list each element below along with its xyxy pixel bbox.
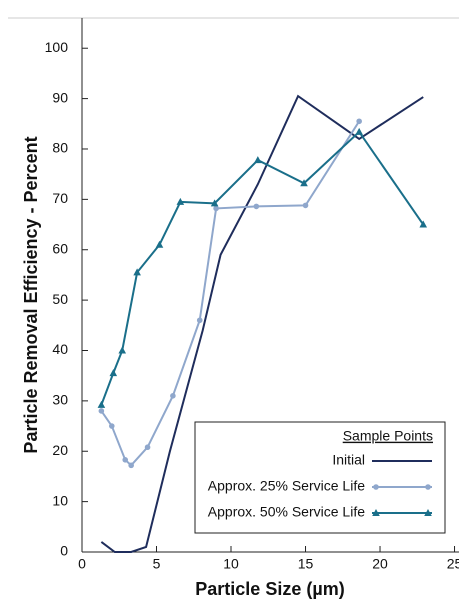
marker: [98, 408, 105, 414]
x-tick-label: 10: [223, 556, 239, 572]
marker: [300, 179, 308, 187]
marker: [109, 423, 115, 429]
y-tick-label: 70: [52, 190, 68, 206]
legend-title: Sample Points: [343, 428, 433, 444]
x-tick-label: 5: [153, 556, 161, 572]
marker: [109, 369, 118, 377]
x-tick-label: 25: [447, 556, 459, 572]
marker: [122, 457, 129, 463]
x-tick-label: 0: [78, 556, 86, 572]
y-tick-label: 40: [52, 341, 68, 357]
marker: [155, 240, 164, 248]
marker: [170, 393, 176, 399]
x-tick-label: 15: [298, 556, 314, 572]
marker: [425, 484, 431, 490]
marker: [372, 509, 380, 516]
marker: [253, 203, 260, 210]
series-line: [100, 120, 361, 467]
marker: [196, 317, 203, 324]
marker: [373, 484, 379, 490]
marker: [424, 509, 432, 516]
x-axis-title: Particle Size (µm): [195, 579, 344, 599]
series-line: [100, 94, 424, 553]
y-tick-label: 0: [60, 543, 68, 559]
marker: [213, 205, 219, 212]
y-tick-label: 90: [52, 89, 68, 105]
marker: [97, 400, 106, 408]
marker: [302, 202, 309, 209]
marker: [133, 268, 141, 276]
marker: [128, 462, 134, 469]
y-tick-label: 60: [52, 240, 68, 256]
legend-box: [194, 421, 446, 534]
legend-label: Approx. 50% Service Life: [208, 504, 365, 520]
legend-label: Approx. 25% Service Life: [208, 478, 365, 494]
y-tick-label: 30: [52, 392, 68, 408]
marker: [419, 220, 428, 228]
y-tick-label: 80: [52, 140, 68, 156]
y-tick-label: 50: [52, 291, 68, 307]
marker: [118, 346, 127, 354]
marker: [176, 197, 185, 205]
marker: [210, 199, 219, 207]
marker: [355, 127, 363, 135]
y-tick-label: 10: [52, 492, 68, 508]
y-tick-label: 20: [52, 442, 68, 458]
marker: [254, 156, 262, 164]
marker: [356, 118, 362, 125]
x-tick-label: 20: [372, 556, 388, 572]
y-axis-title: Particle Removal Efficiency - Percent: [21, 136, 41, 453]
y-tick-label: 100: [45, 39, 69, 55]
legend-label: Initial: [332, 452, 365, 468]
marker: [144, 444, 151, 451]
